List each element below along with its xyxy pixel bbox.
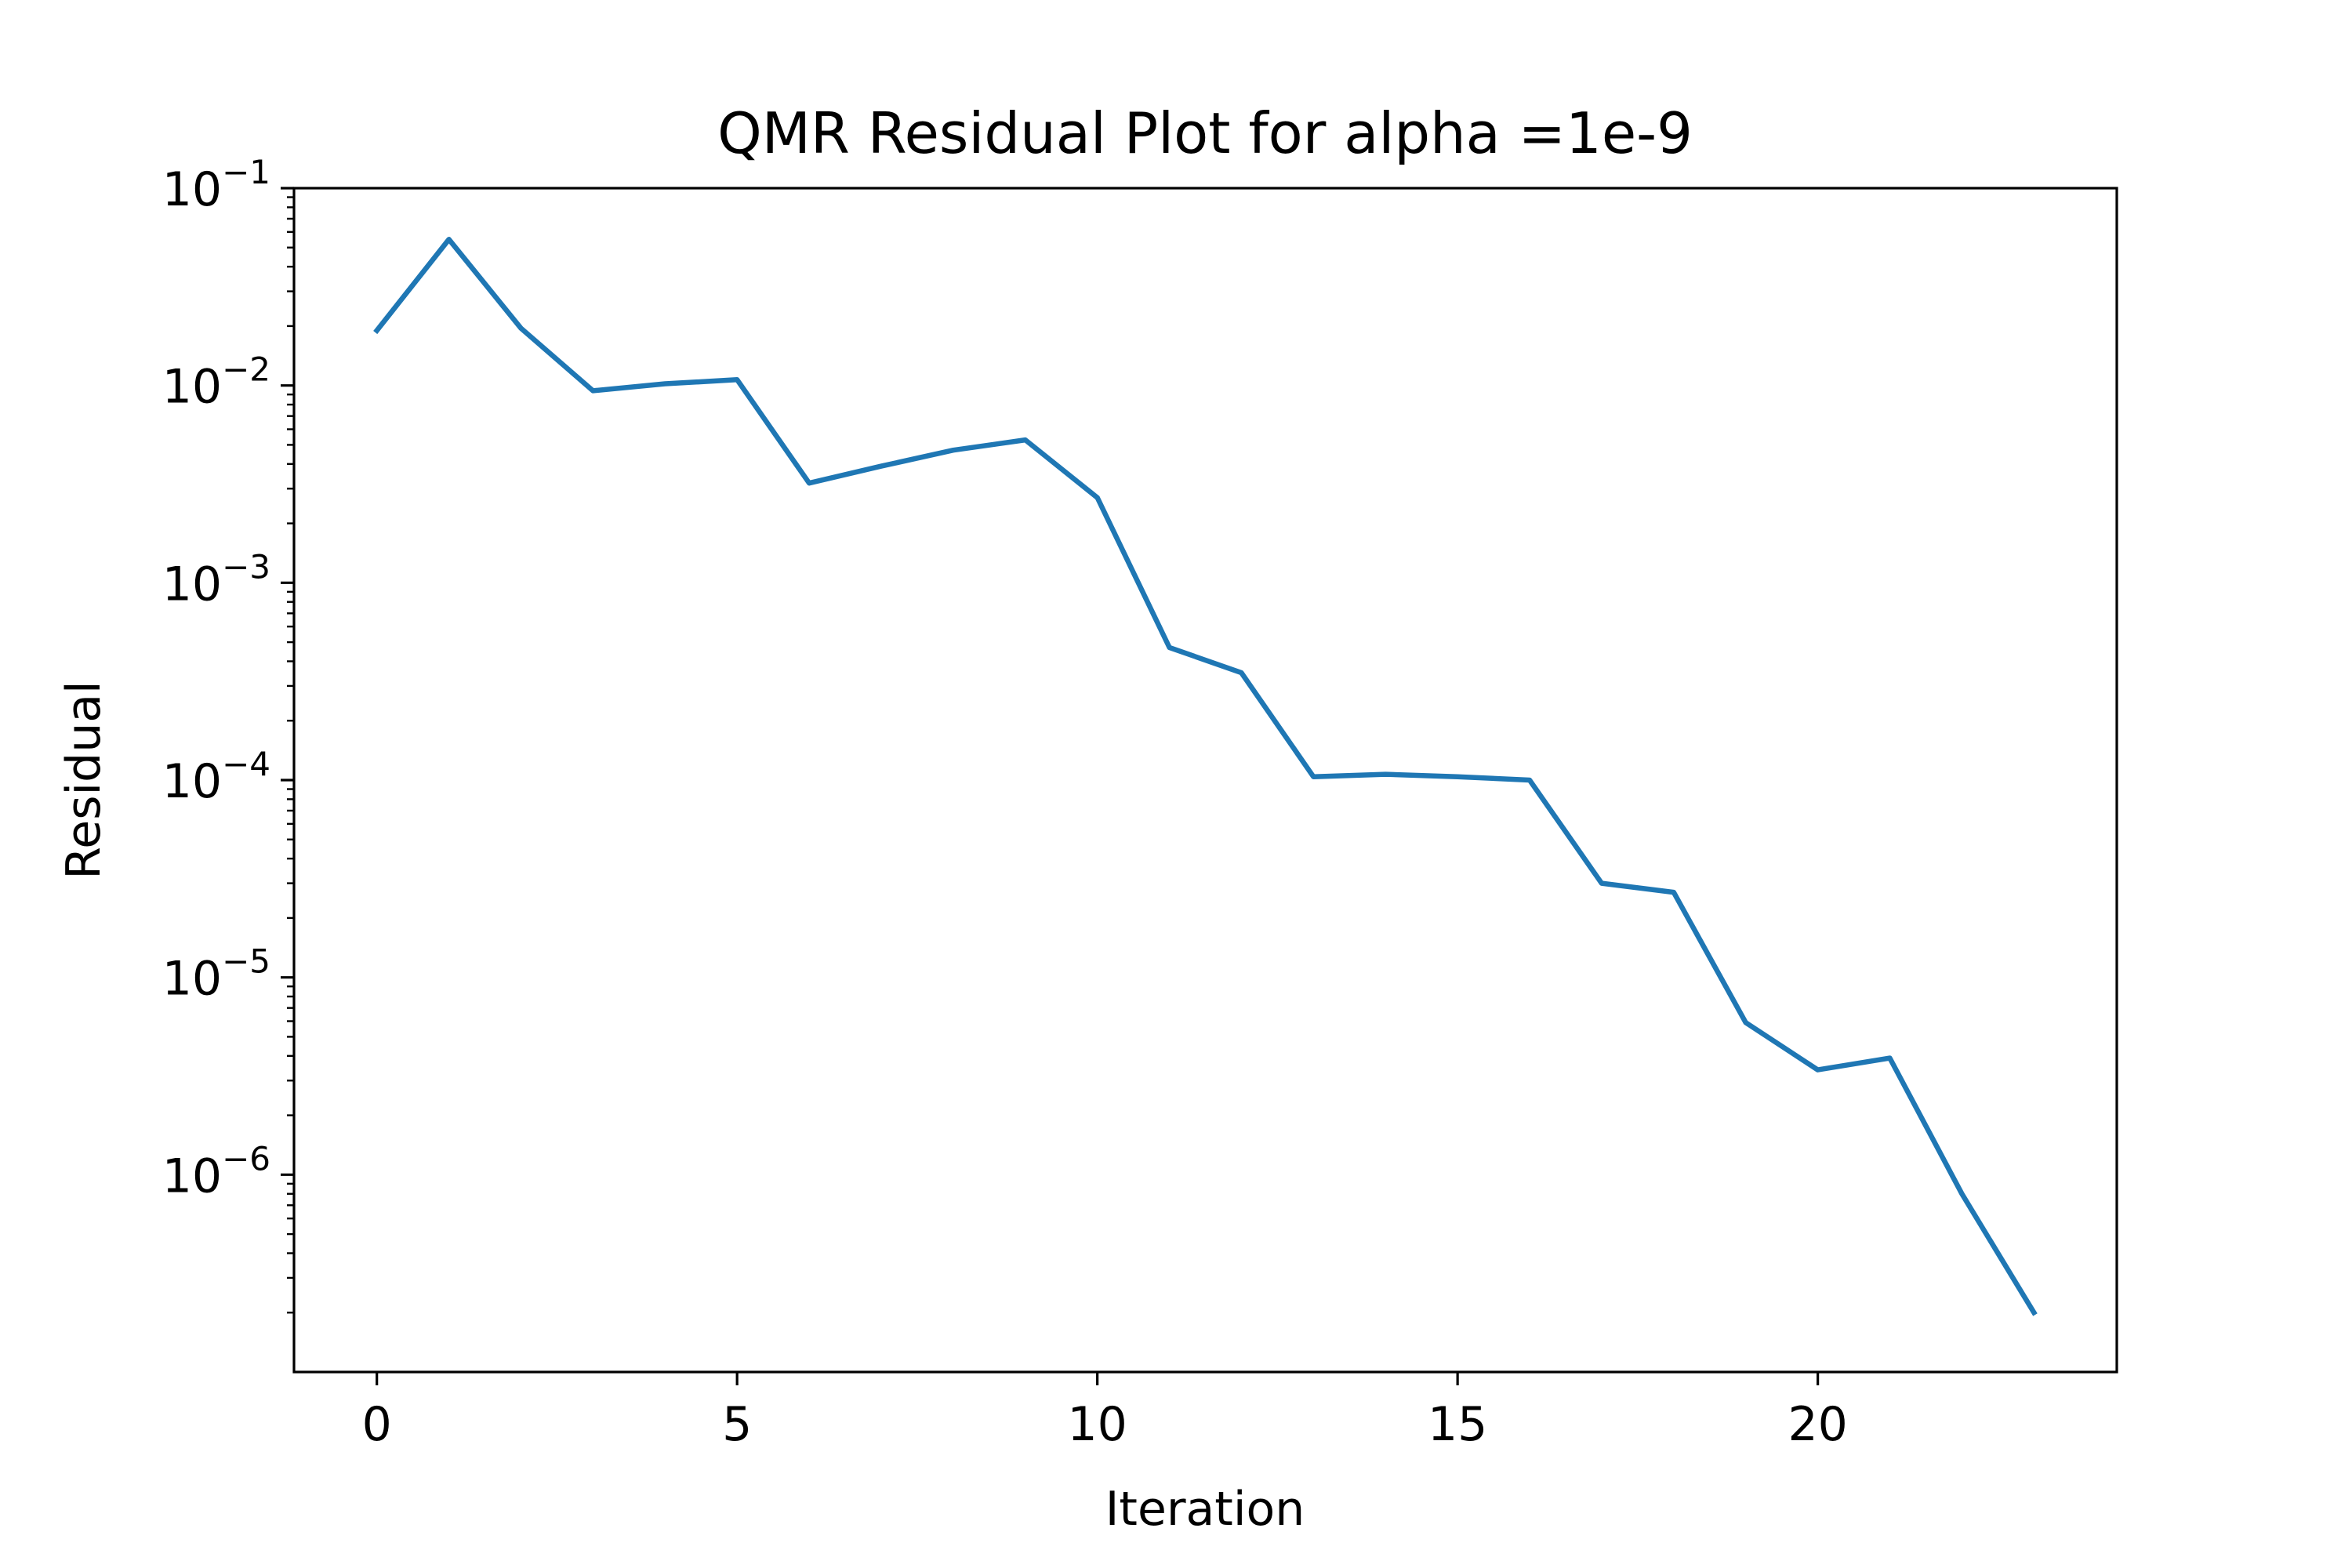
chart-title: QMR Residual Plot for alpha =1e-9	[717, 100, 1693, 166]
series-line-0	[373, 237, 2038, 1316]
y-tick-label: 10−5	[162, 942, 270, 1007]
y-tick-label: 10−1	[162, 153, 270, 217]
x-tick-label: 5	[722, 1397, 752, 1452]
y-tick-label: 10−4	[162, 745, 270, 809]
x-tick-label: 20	[1788, 1397, 1847, 1452]
x-tick-label: 15	[1428, 1397, 1487, 1452]
x-axis-label: Iteration	[1105, 1482, 1305, 1537]
x-tick-label: 10	[1067, 1397, 1127, 1452]
x-tick-label: 0	[362, 1397, 392, 1452]
x-axis-ticks: 0 5 10 15 20	[362, 1372, 1848, 1452]
y-tick-label: 10−3	[162, 547, 270, 612]
y-axis-ticks: 10−1 10−2 10−3 10−4 10−5 10−6	[162, 153, 294, 1314]
plot-area-background	[294, 188, 2117, 1372]
series-layer	[373, 237, 2038, 1316]
y-tick-label: 10−2	[162, 350, 270, 415]
y-axis-label: Residual	[56, 681, 111, 879]
y-tick-label: 10−6	[162, 1139, 270, 1203]
